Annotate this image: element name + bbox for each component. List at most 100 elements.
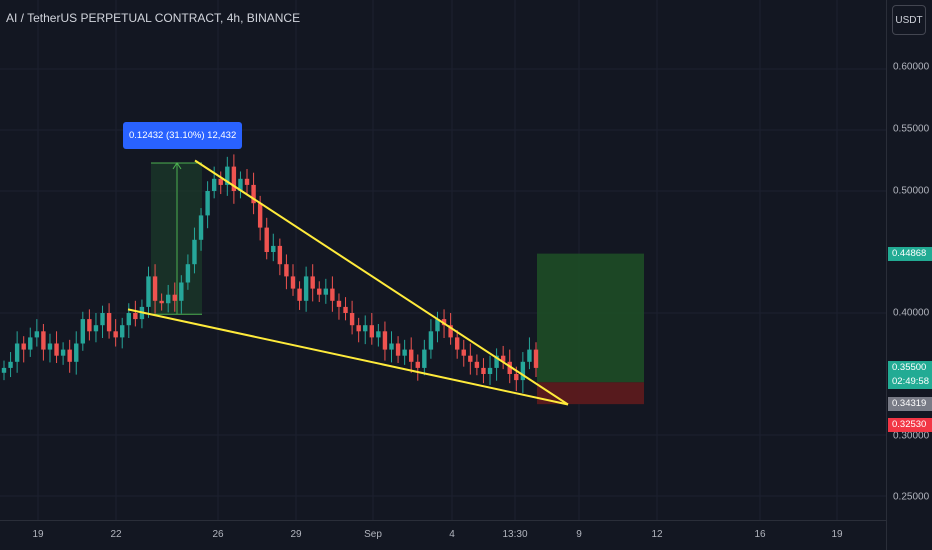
candle (527, 337, 532, 370)
candle (454, 330, 460, 359)
price-tick: 0.50000 (893, 185, 930, 197)
candle (468, 343, 473, 375)
time-tick: 19 (32, 529, 44, 540)
price-tick: 0.25000 (893, 491, 930, 503)
candle (106, 303, 112, 339)
candle (126, 303, 131, 339)
candle-body (487, 367, 493, 374)
candle (290, 264, 296, 296)
time-tick: 26 (212, 529, 224, 540)
candle (500, 345, 506, 370)
candle (363, 315, 368, 345)
candle-body (8, 361, 13, 368)
price-tick: 0.30000 (893, 430, 930, 442)
candle (133, 300, 138, 327)
candle (185, 254, 191, 290)
candle-body (395, 343, 401, 356)
currency-button[interactable]: USDT (892, 5, 926, 35)
wedge-lines (127, 159, 569, 406)
candle (225, 156, 230, 196)
chart-title: AI / TetherUS PERPETUAL CONTRACT, 4h, BI… (6, 11, 301, 25)
candle (113, 319, 118, 347)
candle-body (257, 203, 263, 228)
chart-canvas[interactable] (0, 0, 886, 520)
candle (80, 311, 86, 351)
candle (323, 278, 329, 304)
candle-body (152, 276, 158, 301)
measure-arrow-head (172, 162, 182, 170)
candle (271, 233, 276, 262)
candle (395, 336, 401, 364)
price-axis[interactable]: USDT 0.60000 0.55000 0.50000 0.40000 0.3… (886, 0, 932, 550)
candle-body (369, 325, 375, 338)
candle (409, 337, 414, 373)
candle-body (297, 288, 302, 301)
candle-body (80, 319, 86, 344)
time-tick: 22 (110, 529, 122, 540)
candles (1, 154, 539, 393)
candle (356, 317, 361, 343)
candle-body (67, 349, 72, 362)
candle-body (514, 374, 519, 381)
candle-body (264, 227, 269, 252)
candle (67, 339, 72, 373)
candle (310, 264, 315, 302)
candle-body (34, 331, 40, 338)
candle-body (198, 215, 204, 240)
candle-body (271, 245, 276, 252)
candle-body (441, 319, 447, 326)
candle-body (349, 313, 355, 326)
candle-body (422, 349, 427, 368)
candle (428, 319, 434, 359)
candle (93, 313, 99, 343)
candle (422, 339, 427, 376)
position-zones (537, 253, 644, 405)
time-tick: 9 (576, 529, 582, 540)
candle (435, 311, 440, 343)
candle-body (211, 178, 217, 191)
candle (349, 300, 355, 335)
candle-body (323, 288, 329, 295)
candle (179, 275, 184, 314)
candle-body (284, 264, 289, 277)
candle (474, 354, 480, 376)
candle-body (120, 325, 125, 338)
stop-zone (537, 382, 644, 405)
time-tick: 4 (449, 529, 455, 540)
candle-body (454, 337, 460, 350)
candle (244, 169, 250, 195)
candle (389, 331, 394, 363)
candle (146, 266, 151, 318)
candle-body (363, 325, 368, 332)
candle-body (336, 300, 342, 307)
candle-body (507, 361, 512, 374)
candle-body (100, 313, 105, 326)
wedge-upper-line (194, 159, 569, 406)
time-tick: 13:30 (502, 529, 528, 540)
candle-body (185, 264, 191, 283)
candle (461, 339, 466, 367)
candle (54, 331, 59, 364)
candle-body (468, 355, 473, 362)
candle-body (500, 355, 506, 362)
candle (14, 331, 20, 373)
candle (382, 321, 388, 361)
time-axis[interactable]: 19 22 26 29 Sep 4 13:30 9 12 16 19 (0, 520, 886, 550)
time-tick: 19 (831, 529, 843, 540)
candle (494, 348, 499, 381)
candle-body (376, 331, 381, 338)
candle (159, 293, 164, 311)
candle-body (172, 294, 177, 301)
candle (336, 293, 342, 320)
time-tick: 29 (290, 529, 302, 540)
time-tick: Sep (364, 529, 382, 540)
candle-body (231, 166, 237, 191)
candle (487, 355, 493, 385)
candle-body (225, 166, 230, 185)
target-zone (537, 253, 644, 383)
candle (251, 172, 256, 215)
candle-body (382, 331, 388, 350)
candle (402, 339, 407, 365)
candle-body (244, 178, 250, 185)
chart-area[interactable]: AI / TetherUS PERPETUAL CONTRACT, 4h, BI… (0, 0, 886, 520)
